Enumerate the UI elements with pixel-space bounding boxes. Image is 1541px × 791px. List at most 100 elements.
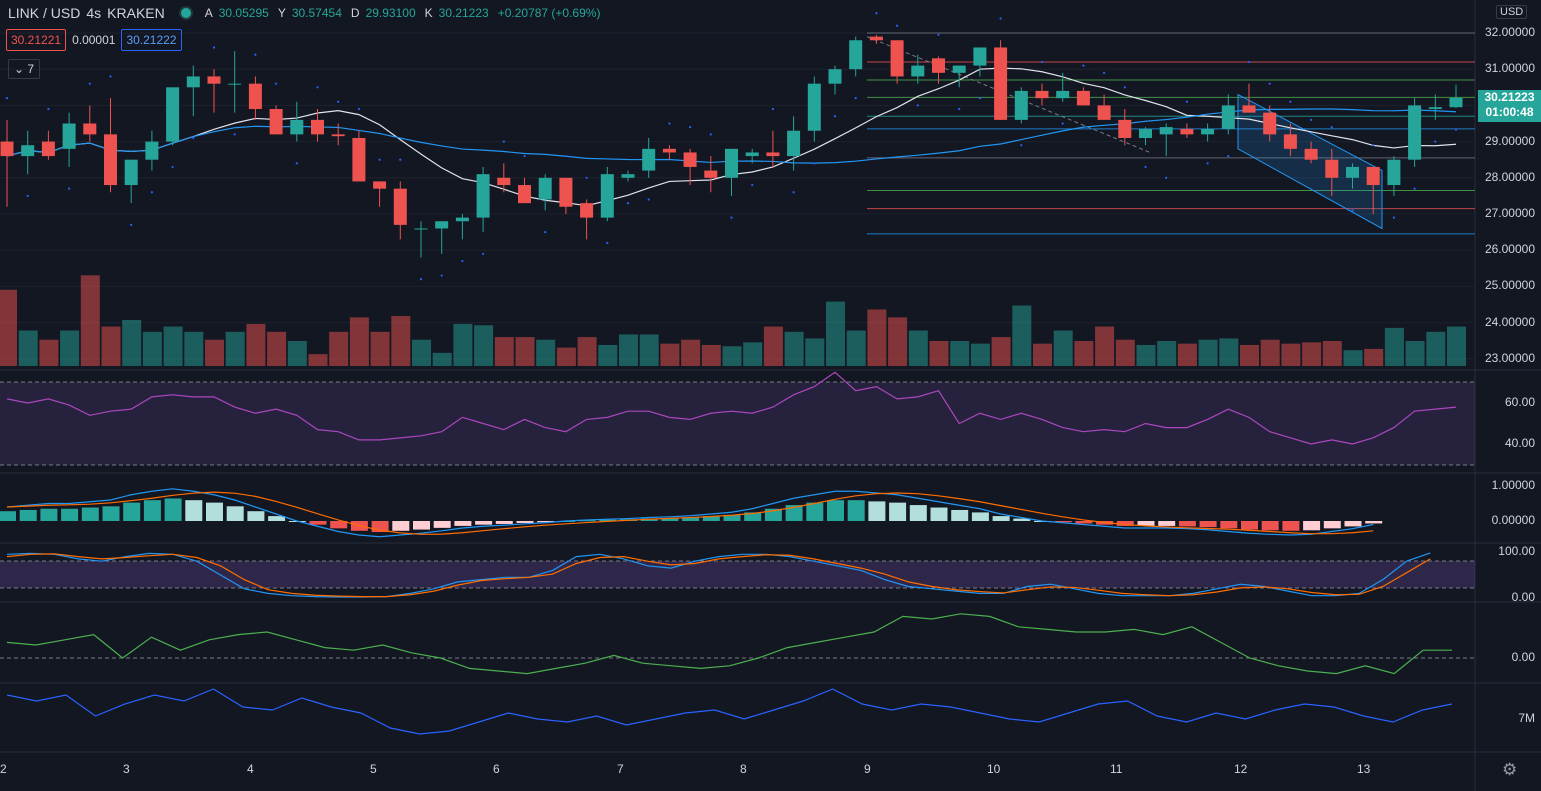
macd-histogram-bar — [1137, 521, 1155, 526]
sar-dot — [585, 176, 588, 179]
volume-bar — [1177, 343, 1197, 366]
price-axis-label: 26.00000 — [1484, 242, 1535, 257]
macd-histogram-bar — [930, 507, 948, 521]
sar-dot — [1061, 122, 1064, 125]
macd-histogram-bar — [19, 509, 37, 521]
sar-dot — [999, 17, 1002, 20]
gear-icon[interactable]: ⚙ — [1502, 760, 1518, 779]
volume-bar — [474, 325, 494, 366]
symbol-header: LINK / USD 4s KRAKEN A 30.05295 Y 30.57454… — [8, 5, 603, 21]
macd-histogram-bar — [1199, 521, 1217, 528]
price-axis-label: 23.00000 — [1484, 350, 1535, 365]
candle-body — [1201, 128, 1215, 135]
candle-body — [849, 40, 863, 70]
candle-body — [600, 174, 614, 218]
candle-body — [911, 65, 925, 77]
volume-bar — [536, 339, 556, 366]
rsi-axis-label: 60.00 — [1504, 395, 1535, 409]
volume-bar — [1343, 350, 1363, 366]
sar-dot — [130, 223, 133, 226]
candle-body — [642, 148, 656, 171]
price-axis-label: 25.00000 — [1484, 278, 1535, 293]
macd-histogram-bar — [268, 516, 286, 521]
candle-body — [973, 47, 987, 66]
macd-line — [6, 488, 1374, 538]
sell-button[interactable]: 30.21221 — [6, 29, 67, 51]
candle-body — [1180, 128, 1194, 135]
buy-button[interactable]: 30.21222 — [121, 29, 182, 51]
volume-bar — [577, 337, 597, 366]
volume-bar — [970, 343, 990, 366]
macd-histogram-bar — [371, 521, 389, 533]
volume-bar — [453, 323, 473, 366]
volume-bar — [639, 334, 659, 366]
time-axis-label: 8 — [740, 762, 747, 776]
volume-bar — [1136, 344, 1156, 366]
macd-histogram-bar — [661, 518, 679, 521]
volume-bar — [1364, 348, 1384, 366]
macd-histogram-bar — [1241, 521, 1258, 530]
sar-dot — [1040, 60, 1044, 64]
volume-bar — [18, 330, 38, 366]
time-axis-label: 4 — [247, 762, 254, 776]
volume-bar — [163, 326, 183, 366]
macd-histogram-bar — [827, 500, 844, 521]
sar-dot — [916, 104, 919, 107]
sar-dot — [606, 241, 609, 245]
volume-bar — [1033, 343, 1052, 366]
sar-dot — [937, 33, 940, 36]
exchange: KRAKEN — [107, 5, 165, 21]
macd-histogram-bar — [413, 521, 430, 530]
sar-dot — [68, 187, 71, 190]
volume-bar — [1115, 339, 1135, 366]
open-label: A — [204, 6, 213, 20]
candle-body — [414, 228, 428, 230]
candle-body — [704, 170, 718, 178]
sar-dot — [896, 24, 899, 27]
symbol-name[interactable]: LINK / USD — [8, 5, 81, 21]
candle-body — [83, 123, 97, 135]
candle-body — [1139, 128, 1152, 138]
indicators-toggle[interactable]: ⌄ 7 — [8, 59, 41, 79]
sar-dot — [399, 158, 402, 161]
macd-histogram-bar — [392, 521, 410, 531]
time-axis-label: 5 — [370, 762, 377, 776]
volume-bar — [80, 275, 100, 366]
volume-bar — [370, 331, 390, 366]
macd-histogram-bar — [682, 517, 700, 521]
volume-bar — [701, 344, 721, 366]
order-panel: 30.21221 0.00001 30.21222 — [6, 29, 182, 51]
sar-dot — [689, 126, 692, 129]
macd-histogram-bar — [971, 512, 989, 521]
close-label: K — [424, 6, 433, 20]
high-label: Y — [277, 6, 286, 20]
sar-dot — [647, 198, 650, 201]
time-axis-label: 11 — [1110, 762, 1123, 776]
volume-bar — [246, 323, 266, 366]
change-value: +0.20787 (+0.69%) — [497, 6, 601, 20]
currency-label[interactable]: USD — [1496, 5, 1528, 19]
volume-bar — [888, 317, 908, 366]
high-value: 30.57454 — [291, 6, 342, 20]
candle-body — [352, 137, 366, 182]
candle-body — [932, 58, 945, 73]
volume-bar — [950, 341, 970, 366]
volume-bar — [515, 337, 535, 366]
sar-dot — [958, 107, 961, 111]
volume-bar — [287, 341, 307, 366]
candle-body — [745, 152, 759, 157]
stoch-k-line — [6, 552, 1431, 598]
interval[interactable]: 4s — [86, 5, 102, 21]
volume-bar — [101, 326, 121, 366]
candle-body — [435, 221, 449, 229]
candle-body — [683, 152, 697, 167]
macd-histogram-bar — [1054, 521, 1072, 523]
market-status-icon — [178, 6, 193, 20]
macd-histogram-bar — [723, 514, 741, 521]
macd-histogram-bar — [164, 498, 182, 521]
close-value: 30.21223 — [438, 6, 489, 20]
volume-bar — [1405, 341, 1425, 366]
sar-dot — [1082, 64, 1085, 67]
candle-body — [228, 83, 242, 85]
